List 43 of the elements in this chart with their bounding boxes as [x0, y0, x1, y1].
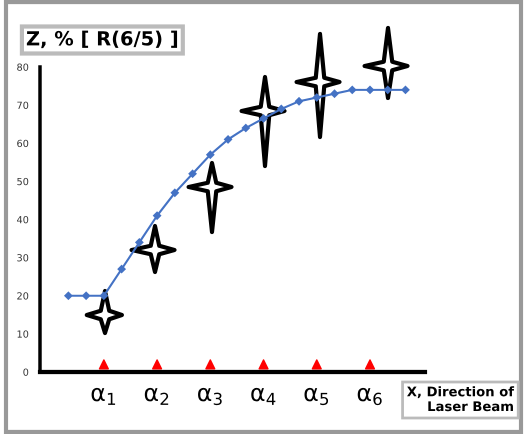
point [206, 150, 214, 159]
point [384, 86, 392, 94]
point [170, 188, 179, 197]
x-tick-label: α$_{1}$ [92, 388, 116, 405]
point [100, 292, 108, 300]
point [152, 359, 162, 370]
y-tick-label: 0 [23, 368, 28, 376]
y-tick-label: 60 [17, 140, 28, 148]
point [205, 359, 216, 370]
point [135, 238, 144, 247]
point [259, 114, 268, 123]
point [188, 170, 197, 178]
point [312, 359, 322, 370]
x-tick-label: α$_{3}$ [198, 388, 222, 406]
point [330, 90, 339, 98]
point [224, 135, 232, 144]
y-tick-label: 70 [17, 102, 28, 109]
x-tick-label: α$_{4}$ [251, 388, 276, 405]
point [242, 124, 250, 132]
point [117, 264, 126, 274]
point [277, 104, 286, 114]
point [401, 86, 410, 94]
point [294, 97, 304, 106]
y-tick-label: 40 [16, 216, 28, 224]
point [64, 292, 73, 300]
y-axis-title: Z, % [ R(6/5) ] [26, 30, 178, 48]
point [366, 86, 374, 94]
y-tick-label: 80 [17, 63, 28, 71]
point [348, 86, 356, 94]
point [82, 292, 90, 300]
y-tick-label: 10 [18, 330, 28, 338]
x-tick-label: α$_{5}$ [304, 388, 328, 406]
y-tick-label: 50 [17, 178, 28, 186]
x-tick-label: α$_{6}$ [358, 388, 382, 406]
point [312, 93, 321, 102]
y-tick-label: 20 [17, 292, 28, 300]
point [152, 212, 162, 220]
point [258, 359, 269, 370]
y-tick-label: 30 [17, 254, 28, 262]
point [364, 359, 376, 370]
point [98, 359, 109, 370]
x-tick-label: α$_{2}$ [144, 388, 168, 405]
x-axis-title: X, Direction of Laser Beam [407, 386, 514, 412]
